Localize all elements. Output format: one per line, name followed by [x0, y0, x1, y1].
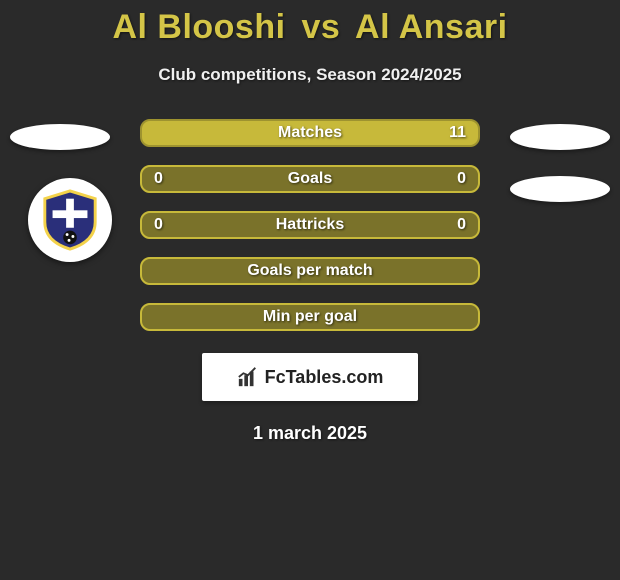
stat-label: Hattricks [178, 216, 442, 234]
decor-ellipse-mid-right [510, 176, 610, 202]
chart-icon [237, 366, 259, 388]
decor-ellipse-top-left [10, 124, 110, 150]
stat-right-value: 11 [442, 124, 466, 142]
stat-row: Min per goal [140, 303, 480, 331]
stat-left-value: 0 [154, 170, 178, 188]
stat-row: Goals per match [140, 257, 480, 285]
shield-icon [39, 189, 101, 251]
stat-row: 0Goals0 [140, 165, 480, 193]
player1-name: Al Blooshi [112, 8, 285, 46]
stat-label: Min per goal [178, 308, 442, 326]
player2-name: Al Ansari [355, 8, 508, 46]
subtitle: Club competitions, Season 2024/2025 [0, 65, 620, 85]
vs-label: vs [296, 8, 347, 46]
branding-text: FcTables.com [265, 367, 384, 388]
stat-label: Matches [178, 124, 442, 142]
club-logo [28, 178, 112, 262]
stat-right-value: 0 [442, 216, 466, 234]
stat-label: Goals [178, 170, 442, 188]
stats-table: Matches110Goals00Hattricks0Goals per mat… [140, 119, 480, 331]
stat-left-value: 0 [154, 216, 178, 234]
stat-row: Matches11 [140, 119, 480, 147]
branding-badge: FcTables.com [202, 353, 418, 401]
date-label: 1 march 2025 [0, 423, 620, 444]
stat-label: Goals per match [178, 262, 442, 280]
stat-row: 0Hattricks0 [140, 211, 480, 239]
decor-ellipse-top-right [510, 124, 610, 150]
stat-right-value: 0 [442, 170, 466, 188]
page-title: Al Blooshi vs Al Ansari [0, 0, 620, 47]
